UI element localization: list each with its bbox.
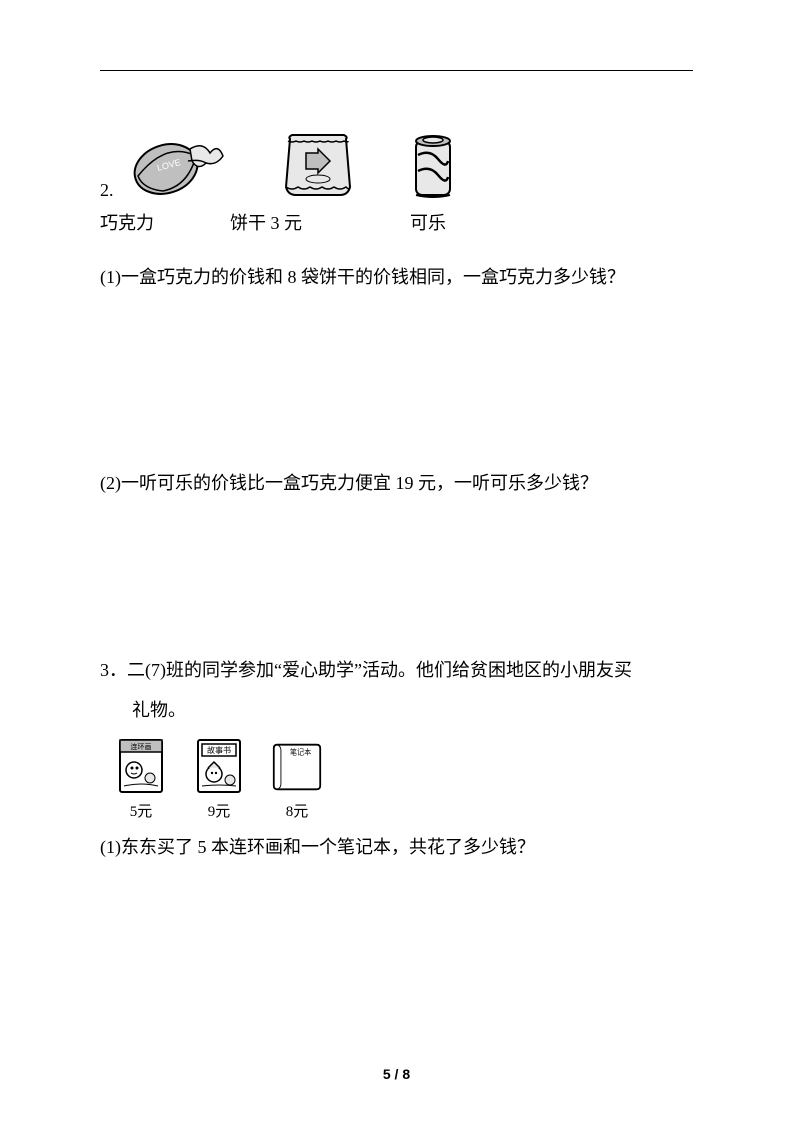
chocolate-icon: LOVE xyxy=(128,131,228,201)
q2-sub1: (1)一盒巧克力的价钱和 8 袋饼干的价钱相同，一盒巧克力多少钱？ xyxy=(100,259,693,295)
biscuit-item xyxy=(278,131,358,201)
cola-item xyxy=(408,131,458,201)
q3-line1: 3．二(7)班的同学参加“爱心助学”活动。他们给贫困地区的小朋友买 xyxy=(100,651,693,691)
book-row: 连环画 5元 故事书 9元 xyxy=(116,738,693,821)
book-item-1: 故事书 9元 xyxy=(194,738,244,821)
book-price-2: 8元 xyxy=(286,800,309,821)
cola-label: 可乐 xyxy=(410,209,446,235)
biscuit-icon xyxy=(278,131,358,201)
biscuit-label: 饼干 3 元 xyxy=(230,209,410,235)
book-price-1: 9元 xyxy=(208,800,231,821)
page-number: 5 / 8 xyxy=(0,1066,793,1082)
svg-text:故事书: 故事书 xyxy=(207,745,231,755)
svg-text:笔记本: 笔记本 xyxy=(290,748,311,757)
chocolate-item: LOVE xyxy=(128,131,228,201)
story-book-icon: 故事书 xyxy=(194,738,244,796)
book-item-2: 笔记本 8元 xyxy=(272,738,322,821)
book-item-0: 连环画 5元 xyxy=(116,738,166,821)
comic-book-icon: 连环画 xyxy=(116,738,166,796)
book-price-0: 5元 xyxy=(130,800,153,821)
q3-line2: 礼物。 xyxy=(100,691,693,731)
q2-sub2: (2)一听可乐的价钱比一盒巧克力便宜 19 元，一听可乐多少钱？ xyxy=(100,465,693,501)
q2-number: 2. xyxy=(100,180,114,201)
notebook-icon: 笔记本 xyxy=(272,738,322,796)
product-row: 2. LOVE xyxy=(100,131,693,201)
page-content: 2. LOVE xyxy=(0,0,793,905)
product-labels: 巧克力 饼干 3 元 可乐 xyxy=(100,209,693,235)
cola-icon xyxy=(408,131,458,201)
q3-sub1: (1)东东买了 5 本连环画和一个笔记本，共花了多少钱？ xyxy=(100,829,693,865)
svg-text:连环画: 连环画 xyxy=(131,742,152,751)
chocolate-label: 巧克力 xyxy=(100,209,230,235)
header-rule xyxy=(100,70,693,71)
